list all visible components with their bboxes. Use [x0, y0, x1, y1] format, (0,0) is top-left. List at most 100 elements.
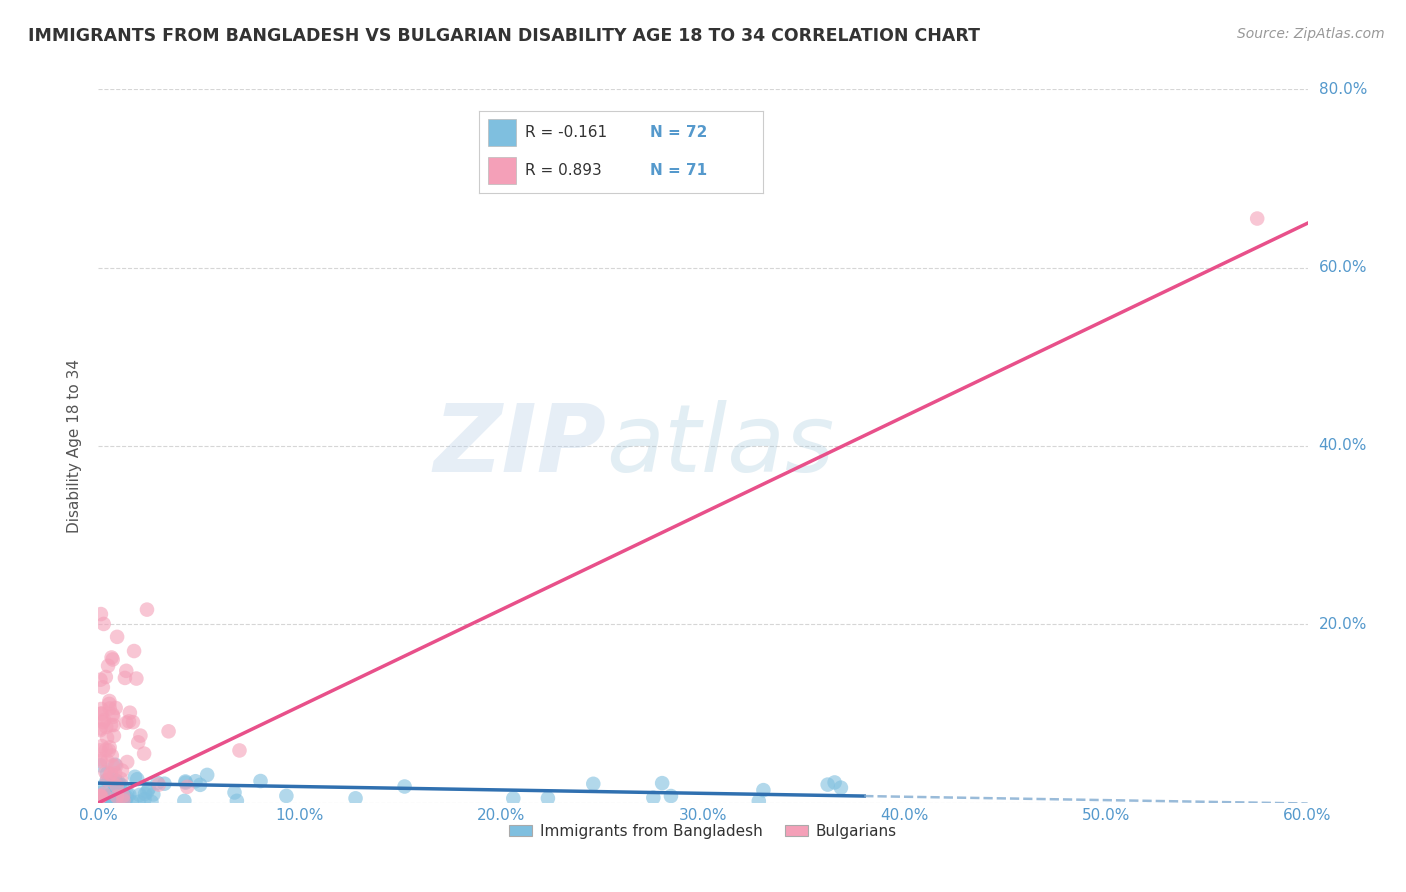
Point: [89, 743, 111, 757]
Point: [96, 766, 118, 780]
Point: [110, 789, 132, 804]
Point: [122, 644, 145, 658]
Point: [107, 775, 129, 789]
Point: [103, 710, 125, 724]
Point: [98, 697, 121, 711]
Point: [134, 787, 156, 801]
Point: [96, 720, 118, 734]
Point: [138, 781, 160, 796]
Point: [112, 789, 135, 803]
Point: [97, 791, 120, 805]
Point: [100, 718, 122, 732]
Point: [105, 779, 128, 793]
Point: [103, 783, 125, 797]
Point: [114, 794, 136, 808]
Point: [174, 775, 197, 789]
Point: [97, 743, 120, 757]
Point: [157, 724, 180, 739]
Text: 60.0%: 60.0%: [1319, 260, 1367, 275]
Point: [121, 795, 143, 809]
Point: [195, 768, 218, 782]
Point: [105, 789, 128, 804]
Point: [101, 652, 124, 666]
Point: [107, 793, 129, 807]
Point: [90, 702, 112, 716]
Point: [90, 790, 112, 805]
Point: [173, 794, 195, 808]
Point: [124, 770, 146, 784]
Point: [824, 775, 846, 789]
Point: [96, 772, 118, 787]
Point: [752, 783, 775, 797]
Point: [117, 787, 139, 801]
Point: [122, 715, 145, 730]
Point: [136, 602, 159, 616]
Point: [100, 767, 122, 781]
Point: [89, 789, 111, 804]
Point: [394, 780, 416, 794]
Point: [128, 795, 150, 809]
Point: [188, 778, 211, 792]
Point: [817, 778, 839, 792]
Point: [176, 780, 198, 794]
Point: [90, 789, 112, 803]
Point: [107, 781, 129, 796]
Point: [582, 777, 605, 791]
Point: [98, 795, 121, 809]
Point: [134, 792, 156, 806]
Point: [91, 714, 114, 729]
Y-axis label: Disability Age 18 to 34: Disability Age 18 to 34: [67, 359, 83, 533]
Point: [1246, 211, 1268, 226]
Point: [94, 670, 117, 684]
Point: [104, 766, 127, 780]
Point: [89, 752, 111, 766]
Point: [651, 776, 673, 790]
Point: [107, 786, 129, 800]
Point: [142, 788, 165, 802]
Point: [111, 778, 134, 792]
Point: [94, 743, 117, 757]
Point: [110, 794, 132, 808]
Point: [93, 616, 115, 631]
Point: [100, 650, 122, 665]
Point: [89, 754, 111, 768]
Point: [118, 714, 141, 729]
Point: [184, 774, 207, 789]
Point: [249, 774, 271, 789]
Point: [94, 765, 117, 780]
Point: [94, 792, 117, 806]
Point: [115, 664, 138, 678]
Point: [96, 731, 118, 745]
Point: [89, 706, 111, 721]
Point: [90, 786, 112, 800]
Point: [830, 780, 852, 795]
Text: 20.0%: 20.0%: [1319, 617, 1367, 632]
Point: [111, 789, 134, 803]
Point: [110, 785, 132, 799]
Text: IMMIGRANTS FROM BANGLADESH VS BULGARIAN DISABILITY AGE 18 TO 34 CORRELATION CHAR: IMMIGRANTS FROM BANGLADESH VS BULGARIAN …: [28, 27, 980, 45]
Point: [101, 789, 124, 803]
Text: Source: ZipAtlas.com: Source: ZipAtlas.com: [1237, 27, 1385, 41]
Point: [97, 658, 120, 673]
Point: [111, 764, 134, 778]
Point: [103, 718, 125, 732]
Point: [643, 790, 665, 805]
Point: [136, 784, 159, 798]
Point: [110, 780, 132, 795]
Point: [537, 791, 560, 805]
Point: [659, 789, 682, 803]
Point: [104, 757, 127, 772]
Point: [225, 794, 247, 808]
Point: [96, 754, 118, 768]
Point: [104, 774, 127, 789]
Point: [93, 787, 115, 801]
Point: [89, 722, 111, 736]
Point: [104, 772, 127, 787]
Point: [148, 778, 170, 792]
Legend: Immigrants from Bangladesh, Bulgarians: Immigrants from Bangladesh, Bulgarians: [503, 818, 903, 845]
Point: [118, 788, 141, 802]
Point: [112, 789, 135, 803]
Point: [101, 758, 124, 772]
Text: ZIP: ZIP: [433, 400, 606, 492]
Point: [224, 785, 246, 799]
